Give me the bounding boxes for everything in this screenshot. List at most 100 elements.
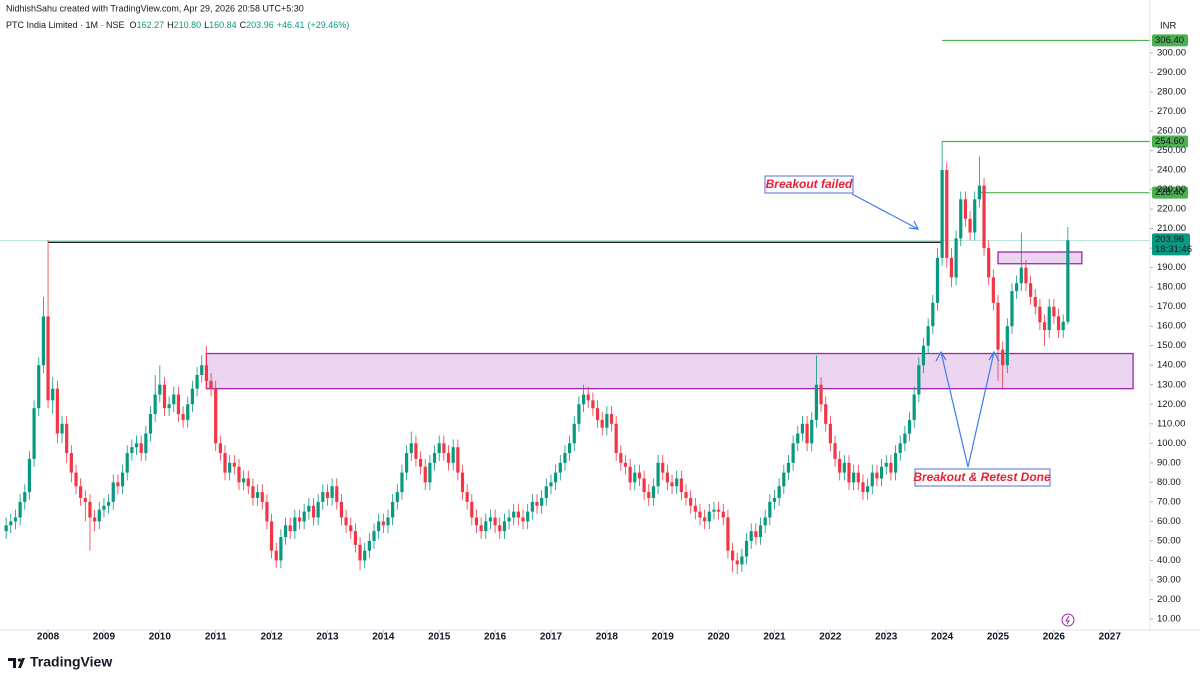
candle-body (23, 492, 27, 502)
candle-body (749, 531, 753, 541)
candle-body (1042, 322, 1047, 331)
candle-body (963, 199, 968, 219)
candle-body (1005, 326, 1009, 366)
y-tick-label: 170.00 (1157, 301, 1186, 312)
candle-body (847, 462, 851, 483)
x-tick-label: 2015 (428, 632, 451, 643)
candle-body (740, 556, 744, 565)
candle-body (60, 423, 64, 434)
y-tick-label: 250.00 (1157, 145, 1186, 156)
y-tick-label: 290.00 (1157, 67, 1186, 78)
candle-body (726, 517, 730, 551)
candle-body (861, 482, 865, 493)
symbol-title: PTC India Limited · 1M · NSE (6, 20, 125, 30)
candle-body (386, 517, 390, 526)
y-tick-label: 120.00 (1157, 399, 1186, 410)
candle-body (288, 525, 292, 532)
event-icon[interactable] (1061, 613, 1075, 627)
candle-body (549, 482, 553, 487)
candle-body (675, 478, 679, 487)
x-tick-label: 2020 (707, 632, 730, 643)
candle-body (605, 414, 609, 428)
candle-body (13, 517, 18, 522)
y-tick-label: 140.00 (1157, 360, 1186, 371)
candle-body (633, 472, 637, 483)
plot-area (0, 39, 1150, 575)
level-label: 306.40 (1155, 35, 1184, 46)
y-tick-label: 280.00 (1157, 86, 1186, 97)
level-label: 228.40 (1155, 187, 1184, 198)
candle-body (428, 462, 432, 483)
candle-body (214, 388, 218, 444)
candle-body (558, 462, 562, 473)
candle-body (69, 453, 73, 473)
candle-body (656, 462, 660, 487)
candle-body (353, 531, 357, 545)
quote-change: +46.41 (277, 20, 305, 30)
candle-body (744, 540, 749, 557)
level-label-bg (1152, 34, 1188, 47)
candle-body (460, 472, 465, 493)
candle-body (18, 501, 22, 518)
candle-body (591, 400, 595, 409)
candle-body (51, 388, 55, 401)
candle-body (824, 404, 828, 424)
candle-body (344, 517, 348, 526)
candle-body (432, 453, 437, 463)
candle-body (796, 433, 800, 444)
candle-body (372, 531, 376, 541)
candle-body (526, 511, 530, 522)
candle-body (679, 478, 683, 493)
candle-body (563, 453, 567, 463)
candle-body (451, 447, 455, 463)
last-price-label: 203.96 (1155, 234, 1184, 245)
candle-body (996, 302, 1000, 350)
candle-body (41, 316, 45, 366)
candle-body (628, 466, 632, 483)
candle-body (535, 501, 539, 506)
candle-body (325, 492, 330, 498)
candle-body (577, 404, 581, 424)
candle-body (377, 521, 381, 532)
candle-body (74, 472, 78, 487)
candle-body (609, 414, 614, 424)
candle-body (209, 380, 213, 389)
candle-body (400, 472, 404, 493)
x-tick-label: 2027 (1099, 632, 1122, 643)
candle-body (572, 423, 576, 444)
candle-body (339, 501, 344, 518)
candle-body (1033, 296, 1037, 307)
candle-body (363, 550, 367, 561)
x-tick-label: 2017 (540, 632, 563, 643)
candle-body (409, 443, 413, 454)
candle-body (148, 414, 153, 434)
x-tick-label: 2011 (205, 632, 227, 643)
candle-body (391, 501, 395, 518)
candle-body (926, 326, 930, 346)
candle-body (1029, 283, 1033, 297)
level-label: 254.60 (1155, 136, 1184, 147)
candle-body (97, 509, 101, 522)
candle-body (120, 472, 125, 487)
y-tick-label: 20.00 (1157, 594, 1181, 605)
candle-body (106, 501, 111, 506)
candle-body (935, 257, 940, 303)
candle-body (866, 486, 870, 493)
candle-body (200, 365, 204, 375)
candle-body (395, 492, 399, 502)
x-tick-label: 2022 (819, 632, 842, 643)
y-tick-label: 180.00 (1157, 282, 1186, 293)
candle-body (488, 517, 493, 522)
candle-body (218, 443, 222, 454)
arrow (851, 193, 920, 230)
x-tick-label: 2019 (652, 632, 675, 643)
candle-body (712, 509, 716, 512)
quote-key: H (167, 20, 174, 30)
candle-body (954, 238, 958, 278)
candle-body (949, 257, 954, 278)
candle-body (446, 453, 451, 463)
candle-body (977, 185, 981, 200)
candle-body (898, 443, 902, 454)
candle-body (772, 497, 777, 502)
annotation-box (914, 468, 1051, 487)
